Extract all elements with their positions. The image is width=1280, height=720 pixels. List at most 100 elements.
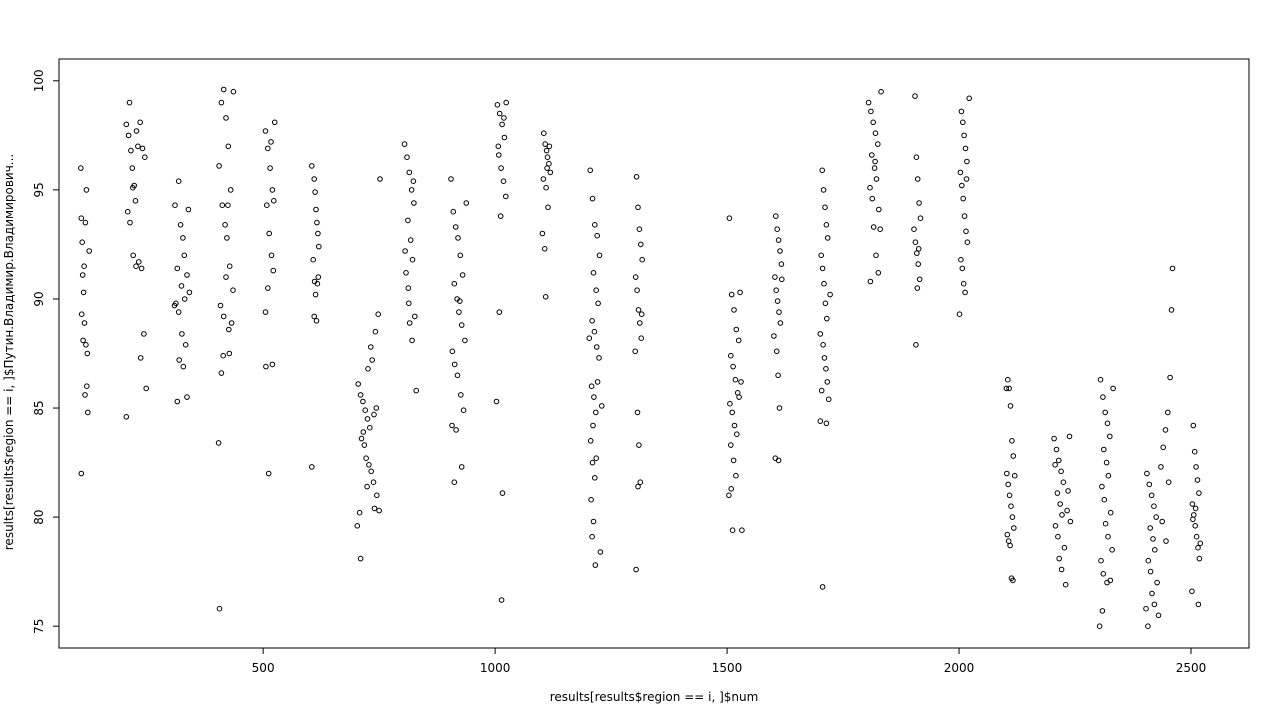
data-point <box>313 318 320 324</box>
data-point <box>1158 464 1164 470</box>
data-point <box>176 357 182 363</box>
x-axis: 500 1000 1500 2000 2500 <box>252 648 1206 675</box>
data-point <box>401 141 408 147</box>
data-point <box>126 99 133 106</box>
data-point <box>409 256 416 263</box>
data-point <box>409 337 415 344</box>
data-point <box>264 202 270 208</box>
data-point <box>1004 470 1010 477</box>
data-point <box>1162 427 1169 433</box>
data-point <box>547 169 554 176</box>
data-point <box>912 93 918 99</box>
data-point <box>315 230 321 237</box>
x-axis-title: results[results$region == i, ]$num <box>550 690 759 704</box>
data-point <box>962 145 969 152</box>
data-point <box>123 414 130 420</box>
data-point <box>539 230 546 237</box>
data-point <box>916 276 923 283</box>
data-point <box>774 226 781 232</box>
data-point <box>498 597 505 603</box>
data-point <box>262 309 269 315</box>
data-point <box>1147 568 1154 575</box>
data-point <box>79 272 86 278</box>
data-point <box>777 320 784 326</box>
data-point <box>268 139 274 145</box>
data-point <box>1055 533 1061 540</box>
data-point <box>129 165 136 171</box>
data-point <box>184 272 190 278</box>
data-point <box>590 422 596 429</box>
data-point <box>174 398 181 405</box>
data-point <box>407 237 414 243</box>
data-point <box>82 219 89 226</box>
data-point <box>174 265 181 272</box>
data-point <box>413 387 420 394</box>
data-point <box>315 274 322 280</box>
data-point <box>545 204 551 211</box>
data-point <box>358 435 365 442</box>
y-tick-label: 100 <box>32 69 46 92</box>
data-point <box>776 405 783 411</box>
data-point <box>960 195 967 202</box>
data-point <box>915 261 922 267</box>
data-point <box>956 311 963 318</box>
data-point <box>312 291 319 298</box>
data-point <box>265 470 272 477</box>
data-point <box>771 333 777 339</box>
data-point <box>496 309 503 315</box>
data-point <box>823 222 830 228</box>
data-point <box>1005 376 1011 383</box>
data-point <box>81 263 87 270</box>
data-point <box>960 280 967 287</box>
data-point <box>1100 571 1107 577</box>
data-point <box>364 416 371 422</box>
data-point <box>1152 547 1158 553</box>
data-point <box>1060 479 1067 486</box>
data-point <box>773 213 779 219</box>
data-point <box>412 313 418 320</box>
data-point <box>962 289 968 296</box>
y-tick-label: 90 <box>32 291 46 306</box>
data-point <box>500 178 507 184</box>
data-point <box>875 270 882 276</box>
data-point <box>773 348 780 355</box>
data-point <box>593 344 600 350</box>
data-point <box>457 252 464 259</box>
data-point <box>543 184 549 191</box>
data-point <box>1143 605 1149 612</box>
data-point <box>1189 501 1196 507</box>
data-point <box>593 287 600 294</box>
data-point <box>730 457 737 464</box>
data-point <box>590 270 597 276</box>
data-point <box>1056 457 1062 464</box>
data-point <box>80 337 86 344</box>
data-point <box>1099 483 1105 490</box>
data-point <box>818 387 825 394</box>
data-point <box>226 263 233 270</box>
data-point <box>775 372 781 379</box>
data-point <box>824 315 830 322</box>
data-point <box>360 429 367 435</box>
data-point <box>872 158 878 165</box>
data-point <box>227 187 234 193</box>
data-point <box>367 424 373 431</box>
data-point <box>224 235 230 241</box>
data-point <box>542 141 549 147</box>
data-point <box>592 222 598 228</box>
data-point <box>1151 601 1158 608</box>
data-point <box>226 326 232 333</box>
data-point <box>818 252 825 259</box>
data-point <box>217 302 224 309</box>
data-point <box>499 490 506 496</box>
data-point <box>370 479 377 486</box>
data-point <box>448 176 454 182</box>
data-point <box>501 115 507 121</box>
data-point <box>1101 496 1108 503</box>
data-point <box>868 108 874 115</box>
data-point <box>457 298 463 304</box>
data-point <box>541 246 548 252</box>
data-point <box>371 411 377 418</box>
data-point <box>316 243 322 250</box>
data-point <box>867 184 873 191</box>
data-point <box>1110 385 1116 392</box>
